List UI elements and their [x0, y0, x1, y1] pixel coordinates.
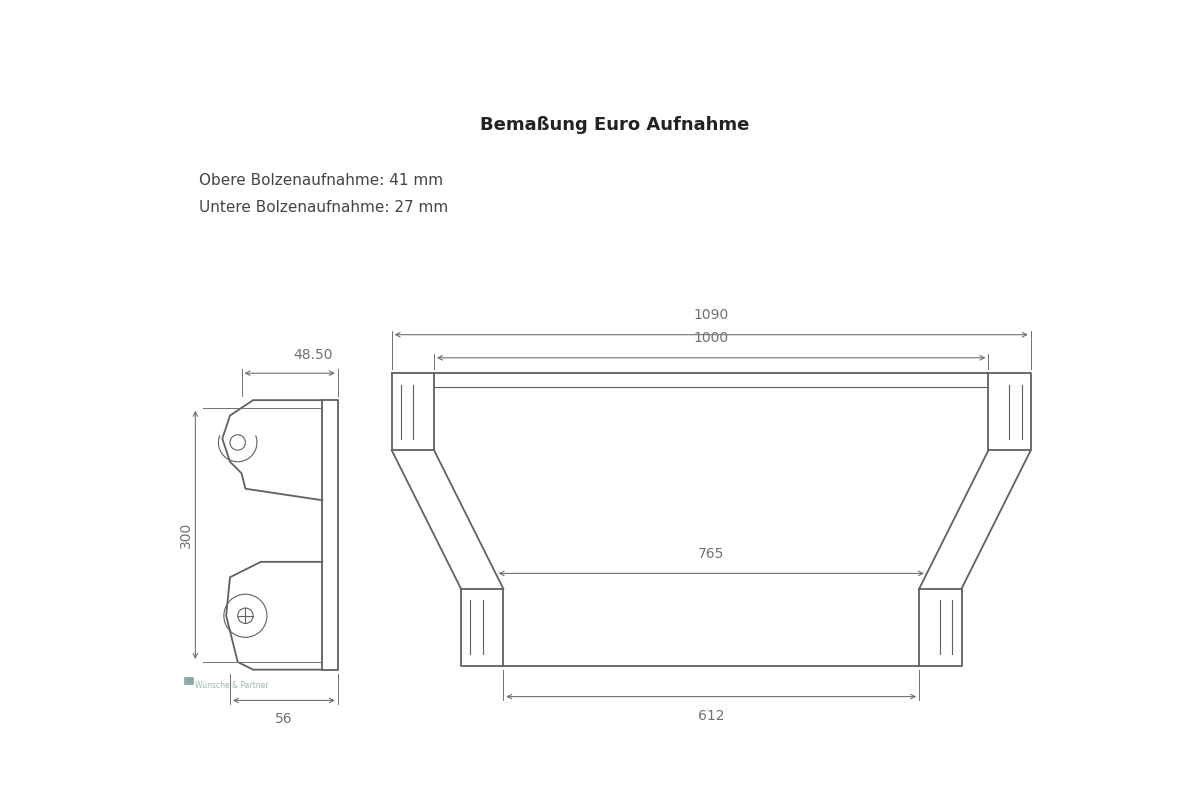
Text: 765: 765	[698, 547, 725, 561]
Text: 56: 56	[275, 712, 293, 726]
Text: 300: 300	[179, 522, 193, 548]
Text: Wünsche & Partner: Wünsche & Partner	[196, 682, 269, 690]
Text: 612: 612	[698, 709, 725, 723]
Text: 1000: 1000	[694, 331, 728, 346]
Bar	[184, 678, 193, 683]
Text: Untere Bolzenaufnahme: 27 mm: Untere Bolzenaufnahme: 27 mm	[199, 200, 449, 215]
Text: Obere Bolzenaufnahme: 41 mm: Obere Bolzenaufnahme: 41 mm	[199, 174, 443, 188]
Text: 48.50: 48.50	[293, 348, 332, 362]
Text: 1090: 1090	[694, 308, 728, 322]
Text: Bemaßung Euro Aufnahme: Bemaßung Euro Aufnahme	[480, 116, 750, 134]
